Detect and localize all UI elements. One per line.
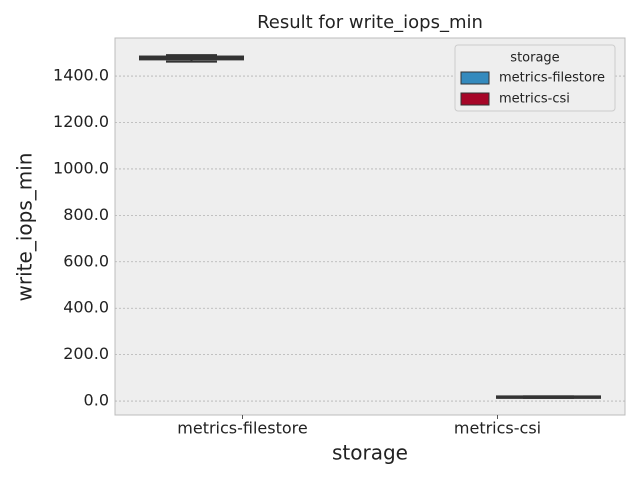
x-axis-label: storage bbox=[332, 441, 408, 465]
legend-label: metrics-filestore bbox=[499, 71, 605, 86]
legend-title: storage bbox=[510, 51, 559, 66]
y-tick-label: 400.0 bbox=[63, 298, 109, 317]
y-tick-label: 800.0 bbox=[63, 205, 109, 224]
y-tick-label: 1200.0 bbox=[53, 112, 109, 131]
x-tick-label: metrics-csi bbox=[454, 419, 541, 438]
y-tick-label: 1000.0 bbox=[53, 158, 109, 177]
legend-label: metrics-csi bbox=[499, 92, 570, 107]
legend-swatch bbox=[460, 71, 490, 85]
legend-swatch bbox=[460, 92, 490, 106]
x-tick-label: metrics-filestore bbox=[177, 419, 307, 438]
legend-box bbox=[454, 44, 616, 112]
y-tick-label: 200.0 bbox=[63, 344, 109, 363]
y-tick-label: 1400.0 bbox=[53, 66, 109, 85]
y-tick-label: 600.0 bbox=[63, 251, 109, 270]
y-tick-label: 0.0 bbox=[84, 391, 109, 410]
y-axis-label: write_iops_min bbox=[13, 153, 37, 302]
chart-title: Result for write_iops_min bbox=[257, 12, 483, 33]
